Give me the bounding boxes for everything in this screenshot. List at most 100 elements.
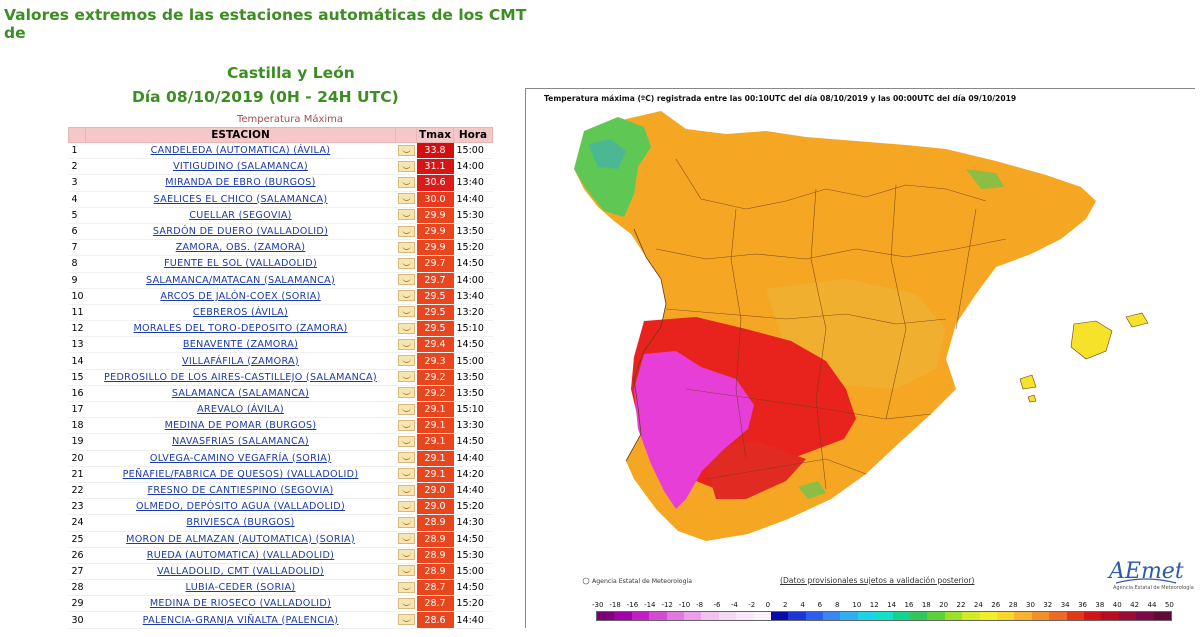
station-link[interactable]: NAVASFRIAS (SALAMANCA) (172, 436, 309, 448)
scale-swatch (718, 612, 737, 620)
graph-icon[interactable] (397, 274, 415, 286)
station-link[interactable]: VALLADOLID, CMT (VALLADOLID) (157, 565, 324, 577)
graph-cell (395, 191, 417, 208)
station-link[interactable]: VILLAFÁFILA (ZAMORA) (182, 355, 299, 367)
station-cell: OLVEGA-CAMINO VEGAFRÍA (SORIA) (85, 450, 396, 467)
tmax-cell: 29.2 (416, 385, 454, 403)
station-cell: SAELICES EL CHICO (SALAMANCA) (85, 191, 396, 208)
station-link[interactable]: PALENCIA-GRANJA VIÑALTA (PALENCIA) (142, 614, 339, 626)
graph-icon[interactable] (397, 484, 415, 496)
station-link[interactable]: RUEDA (AUTOMATICA) (VALLADOLID) (146, 549, 335, 561)
station-link[interactable]: MEDINA DE POMAR (BURGOS) (164, 420, 317, 432)
tmax-cell: 28.9 (416, 514, 454, 532)
scale-label: -4 (730, 601, 738, 609)
tmax-cell: 29.0 (416, 498, 454, 516)
graph-icon[interactable] (397, 516, 415, 528)
table-row: 16 SALAMANCA (SALAMANCA) 29.2 13:50 (68, 385, 493, 403)
station-link[interactable]: FUENTE EL SOL (VALLADOLID) (163, 258, 317, 270)
scale-label: 16 (904, 601, 914, 609)
station-link[interactable]: ARCOS DE JALÓN-COEX (SORIA) (160, 290, 321, 302)
station-link[interactable]: MORON DE ALMAZAN (AUTOMATICA) (SORIA) (126, 533, 355, 545)
row-number: 12 (68, 320, 86, 338)
hour-cell: 14:50 (453, 255, 493, 273)
graph-icon[interactable] (397, 193, 415, 205)
graph-icon[interactable] (397, 533, 415, 545)
graph-icon[interactable] (397, 144, 415, 156)
tmax-cell: 29.5 (416, 320, 454, 338)
station-link[interactable]: BRIVIESCA (BURGOS) (186, 517, 295, 529)
table-header-row: ESTACION Tmax Hora (68, 127, 493, 143)
graph-icon[interactable] (397, 435, 415, 447)
graph-icon[interactable] (397, 225, 415, 237)
station-link[interactable]: LUBIA-CEDER (SORIA) (185, 582, 296, 594)
station-link[interactable]: CANDELEDA (AUTOMATICA) (ÁVILA) (150, 145, 331, 157)
tmax-cell: 30.6 (416, 174, 454, 192)
scale-label: -8 (696, 601, 704, 609)
graph-cell (395, 563, 417, 581)
station-link[interactable]: SARDÓN DE DUERO (VALLADOLID) (152, 226, 329, 238)
graph-icon[interactable] (397, 565, 415, 577)
graph-icon[interactable] (397, 549, 415, 561)
graph-icon[interactable] (397, 355, 415, 367)
scale-swatch (631, 612, 650, 620)
graph-cell (395, 401, 417, 419)
station-link[interactable]: SALAMANCA (SALAMANCA) (171, 387, 310, 399)
station-link[interactable]: CUELLAR (SEGOVIA) (189, 209, 292, 221)
station-link[interactable]: OLMEDO, DEPÓSITO AGUA (VALLADOLID) (135, 501, 346, 513)
graph-icon[interactable] (397, 257, 415, 269)
station-link[interactable]: MEDINA DE RIOSECO (VALLADOLID) (149, 598, 332, 610)
table-row: 7 ZAMORA, OBS. (ZAMORA) 29.9 15:20 (68, 239, 493, 257)
station-link[interactable]: OLVEGA-CAMINO VEGAFRÍA (SORIA) (149, 452, 332, 464)
graph-icon[interactable] (397, 403, 415, 415)
scale-label: 4 (800, 601, 805, 609)
graph-cell (395, 450, 417, 467)
station-link[interactable]: ZAMORA, OBS. (ZAMORA) (175, 242, 306, 254)
station-link[interactable]: MORALES DEL TORO-DEPOSITO (ZAMORA) (133, 323, 348, 335)
row-number: 10 (68, 288, 86, 305)
station-link[interactable]: PEÑAFIEL/FABRICA DE QUESOS) (VALLADOLID) (122, 468, 359, 480)
graph-icon[interactable] (397, 452, 415, 464)
graph-icon[interactable] (397, 468, 415, 480)
table-row: 28 LUBIA-CEDER (SORIA) 28.7 14:50 (68, 579, 493, 597)
graph-cell (395, 272, 417, 289)
graph-icon[interactable] (397, 241, 415, 253)
tmax-cell: 29.7 (416, 255, 454, 273)
graph-icon[interactable] (397, 371, 415, 383)
hour-cell: 13:40 (453, 288, 493, 305)
station-link[interactable]: FRESNO DE CANTIESPINO (SEGOVIA) (147, 485, 334, 497)
graph-icon[interactable] (397, 387, 415, 399)
col-header-tmax[interactable]: Tmax (416, 127, 454, 143)
station-link[interactable]: SAELICES EL CHICO (SALAMANCA) (153, 193, 328, 205)
graph-icon[interactable] (397, 419, 415, 431)
graph-icon[interactable] (397, 322, 415, 334)
graph-icon[interactable] (397, 500, 415, 512)
graph-icon[interactable] (397, 338, 415, 350)
station-link[interactable]: PEDROSILLO DE LOS AIRES-CASTILLEJO (SALA… (104, 371, 377, 383)
station-link[interactable]: VITIGUDINO (SALAMANCA) (173, 161, 308, 173)
scale-swatch (910, 612, 928, 620)
graph-icon[interactable] (397, 160, 415, 172)
station-link[interactable]: MIRANDA DE EBRO (BURGOS) (165, 177, 316, 189)
graph-cell (395, 385, 417, 403)
graph-icon[interactable] (397, 581, 415, 593)
station-cell: MEDINA DE RIOSECO (VALLADOLID) (85, 595, 396, 613)
station-link[interactable]: SALAMANCA/MATACAN (SALAMANCA) (146, 274, 335, 286)
graph-icon[interactable] (397, 306, 415, 318)
table-row: 20 OLVEGA-CAMINO VEGAFRÍA (SORIA) 29.1 14:4… (68, 450, 493, 467)
graph-cell (395, 320, 417, 338)
graph-icon[interactable] (397, 290, 415, 302)
station-link[interactable]: BENAVENTE (ZAMORA) (182, 339, 299, 351)
graph-icon[interactable] (397, 209, 415, 221)
graph-icon[interactable] (397, 597, 415, 609)
hour-cell: 15:20 (453, 239, 493, 257)
station-link[interactable]: AREVALO (ÁVILA) (197, 404, 284, 416)
col-header-station[interactable]: ESTACION (85, 127, 396, 143)
hour-cell: 14:50 (453, 336, 493, 354)
station-link[interactable]: CEBREROS (ÁVILA) (192, 306, 289, 318)
scale-swatch (1031, 612, 1050, 620)
table-row: 14 VILLAFÁFILA (ZAMORA) 29.3 15:00 (68, 352, 493, 370)
graph-icon[interactable] (397, 614, 415, 626)
table-row: 23 OLMEDO, DEPÓSITO AGUA (VALLADOLID) 29.0… (68, 498, 493, 516)
graph-icon[interactable] (397, 176, 415, 188)
col-header-hour[interactable]: Hora (453, 127, 493, 143)
